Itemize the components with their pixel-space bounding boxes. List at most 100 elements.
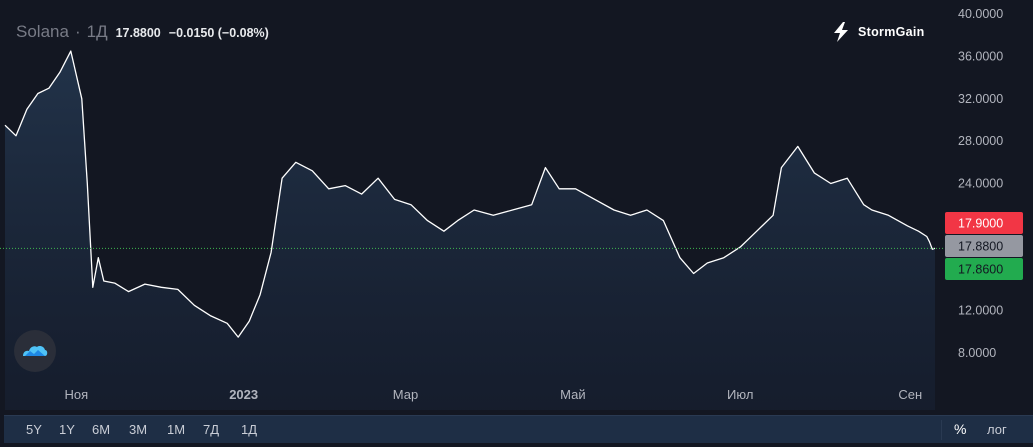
x-tick-label: Май [560, 387, 585, 402]
last-value: 17.8800 [115, 26, 161, 40]
data-point-53 [756, 230, 758, 232]
data-point-27 [328, 188, 330, 190]
data-point-63 [906, 225, 908, 227]
data-point-49 [692, 272, 694, 274]
data-point-18 [210, 315, 212, 317]
data-point-44 [613, 209, 615, 211]
timeframe-1m-button[interactable]: 1M [167, 422, 186, 437]
interval-label[interactable]: 1Д [86, 22, 108, 41]
data-point-65 [926, 235, 928, 237]
price-badge-label-ask: 17.9000 [958, 217, 1003, 231]
x-tick-label: Ноя [64, 387, 88, 402]
data-point-61 [871, 209, 873, 211]
data-point-31 [393, 198, 395, 200]
data-point-38 [511, 209, 513, 211]
data-point-4 [48, 87, 50, 89]
data-point-5 [59, 71, 61, 73]
data-point-24 [281, 177, 283, 179]
data-point-59 [846, 177, 848, 179]
data-point-39 [531, 204, 533, 206]
timeframe-1y-button[interactable]: 1Y [59, 422, 75, 437]
price-change: −0.0150 (−0.08%) [168, 26, 269, 40]
brand-logo: StormGain [832, 22, 925, 42]
y-tick-label: 36.0000 [958, 49, 1003, 63]
data-point-32 [410, 204, 412, 206]
data-point-57 [813, 172, 815, 174]
data-point-6 [70, 50, 72, 52]
x-tick-label: Мар [393, 387, 418, 402]
data-point-58 [830, 182, 832, 184]
data-point-1 [15, 135, 17, 137]
percent-scale-toggle[interactable]: % [954, 421, 967, 437]
price-axis-background [945, 0, 1033, 410]
y-tick-label: 24.0000 [958, 177, 1003, 191]
data-point-41 [558, 188, 560, 190]
data-point-20 [237, 336, 239, 338]
data-point-0 [4, 124, 6, 126]
data-point-9 [92, 286, 94, 288]
data-point-60 [863, 204, 865, 206]
timeframe-1d-button[interactable]: 1Д [241, 422, 258, 437]
data-point-67 [931, 248, 933, 250]
data-point-16 [177, 288, 179, 290]
data-point-12 [114, 282, 116, 284]
data-point-8 [86, 182, 88, 184]
symbol-name[interactable]: Solana [16, 22, 69, 41]
data-point-34 [443, 230, 445, 232]
data-point-37 [492, 214, 494, 216]
data-point-30 [377, 177, 379, 179]
toolbar-divider [941, 420, 942, 440]
y-tick-label: 28.0000 [958, 134, 1003, 148]
price-badge-last [945, 235, 1023, 257]
data-point-55 [780, 166, 782, 168]
data-point-50 [706, 262, 708, 264]
data-point-62 [887, 214, 889, 216]
data-point-56 [797, 145, 799, 147]
timeframe-3m-button[interactable]: 3M [129, 422, 148, 437]
timeframe-7d-button[interactable]: 7Д [203, 422, 220, 437]
data-point-13 [127, 290, 129, 292]
data-point-40 [544, 166, 546, 168]
log-scale-toggle[interactable]: лог [987, 422, 1007, 437]
data-point-42 [574, 188, 576, 190]
data-point-15 [160, 286, 162, 288]
legend-separator: · [74, 22, 81, 41]
price-badge-label-bid: 17.8600 [958, 263, 1003, 277]
data-point-28 [344, 184, 346, 186]
price-badge-label-last: 17.8800 [958, 240, 1003, 254]
data-point-45 [629, 214, 631, 216]
timeframe-5y-button[interactable]: 5Y [26, 422, 42, 437]
y-tick-label: 32.0000 [958, 92, 1003, 106]
price-badge-bid [945, 258, 1023, 280]
chart-legend: Solana · 1Д 17.8800 −0.0150 (−0.08%) [16, 22, 269, 42]
y-tick-label: 8.0000 [958, 346, 996, 360]
data-point-54 [772, 214, 774, 216]
cloud-logo-icon [23, 346, 48, 356]
data-point-51 [723, 257, 725, 259]
timeframe-toolbar: 5Y 1Y 6M 3M 1M 7Д 1Д % лог [4, 415, 1033, 443]
data-point-36 [473, 209, 475, 211]
data-point-43 [594, 198, 596, 200]
data-point-3 [37, 92, 39, 94]
timeframe-6m-button[interactable]: 6M [92, 422, 111, 437]
tradingview-logo-button[interactable] [14, 330, 56, 372]
data-point-14 [144, 283, 146, 285]
data-point-7 [81, 98, 83, 100]
data-point-11 [103, 280, 105, 282]
data-point-29 [360, 193, 362, 195]
data-point-10 [97, 257, 99, 259]
data-point-21 [248, 320, 250, 322]
brand-name: StormGain [858, 25, 925, 39]
data-point-17 [193, 304, 195, 306]
data-point-48 [679, 257, 681, 259]
data-point-47 [662, 219, 664, 221]
data-point-2 [26, 108, 28, 110]
y-tick-label: 12.0000 [958, 304, 1003, 318]
series-area [5, 51, 935, 410]
series-line-solana [4, 50, 936, 338]
data-point-33 [426, 219, 428, 221]
data-point-64 [917, 230, 919, 232]
data-point-68 [934, 247, 936, 249]
data-point-35 [457, 219, 459, 221]
